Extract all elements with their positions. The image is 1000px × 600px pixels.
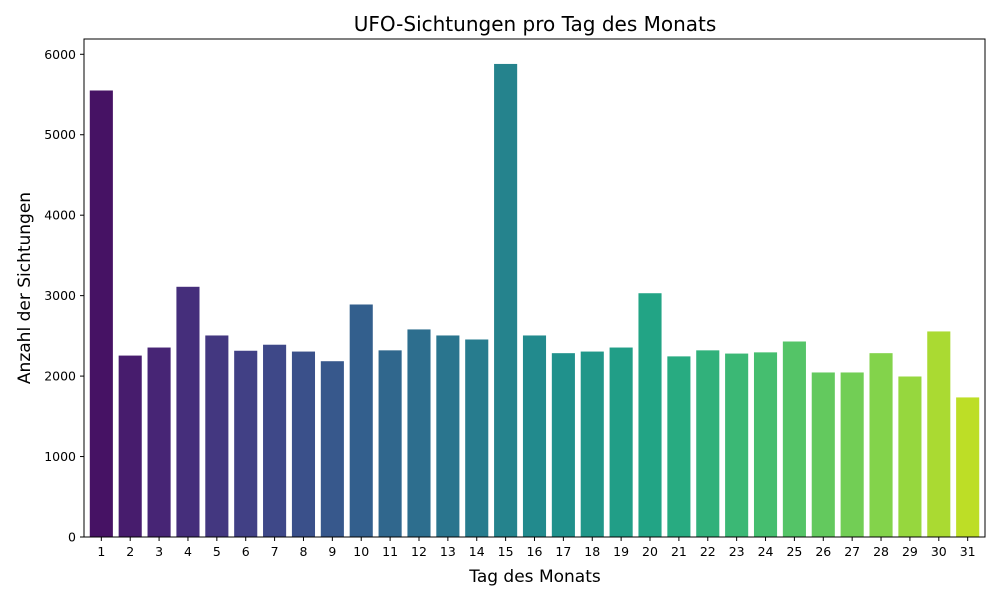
bar-day-13 — [436, 335, 460, 537]
bar-day-31 — [956, 397, 980, 537]
x-tick-label: 22 — [700, 544, 716, 559]
bar-day-3 — [147, 347, 171, 537]
bar-day-20 — [638, 293, 662, 537]
x-tick-label: 27 — [844, 544, 860, 559]
x-tick-label: 5 — [213, 544, 221, 559]
bar-day-27 — [840, 372, 864, 537]
x-tick-label: 14 — [469, 544, 485, 559]
y-tick-label: 1000 — [44, 449, 76, 464]
x-tick-label: 20 — [642, 544, 658, 559]
x-tick-label: 24 — [758, 544, 774, 559]
bar-day-28 — [869, 353, 893, 537]
x-tick-label: 21 — [671, 544, 687, 559]
x-axis-label: Tag des Monats — [468, 567, 601, 587]
bar-day-6 — [234, 350, 258, 537]
bar-day-22 — [696, 350, 720, 537]
bar-day-18 — [580, 351, 604, 537]
x-tick-label: 28 — [873, 544, 889, 559]
x-tick-label: 8 — [299, 544, 307, 559]
y-tick-label: 3000 — [44, 288, 76, 303]
x-tick-label: 31 — [960, 544, 976, 559]
y-tick-label: 5000 — [44, 127, 76, 142]
y-axis-ticks: 0 1000 2000 3000 4000 5000 6000 — [44, 47, 84, 545]
bar-day-29 — [898, 376, 922, 537]
x-tick-label: 29 — [902, 544, 918, 559]
y-tick-label: 4000 — [44, 208, 76, 223]
y-tick-label: 2000 — [44, 369, 76, 384]
y-tick-label: 0 — [68, 530, 76, 545]
bar-day-4 — [176, 286, 200, 537]
x-tick-label: 23 — [729, 544, 745, 559]
x-tick-label: 15 — [498, 544, 514, 559]
x-tick-label: 10 — [353, 544, 369, 559]
x-tick-label: 18 — [584, 544, 600, 559]
x-tick-label: 6 — [242, 544, 250, 559]
x-tick-label: 26 — [815, 544, 831, 559]
x-tick-label: 13 — [440, 544, 456, 559]
y-tick-label: 6000 — [44, 47, 76, 62]
bar-day-12 — [407, 329, 431, 537]
bars-group — [89, 63, 980, 538]
x-tick-label: 3 — [155, 544, 163, 559]
x-tick-label: 7 — [271, 544, 279, 559]
x-tick-label: 9 — [328, 544, 336, 559]
x-tick-label: 16 — [527, 544, 543, 559]
bar-day-25 — [782, 341, 806, 537]
x-tick-label: 17 — [555, 544, 571, 559]
x-tick-label: 11 — [382, 544, 398, 559]
bar-day-14 — [465, 339, 489, 537]
x-tick-label: 12 — [411, 544, 427, 559]
bar-day-5 — [205, 335, 229, 537]
x-tick-label: 30 — [931, 544, 947, 559]
bar-day-7 — [263, 344, 287, 537]
bar-day-11 — [378, 350, 402, 537]
bar-day-26 — [811, 372, 835, 537]
x-tick-label: 1 — [97, 544, 105, 559]
bar-day-2 — [118, 355, 142, 537]
x-tick-label: 4 — [184, 544, 192, 559]
bar-day-1 — [89, 90, 113, 538]
bar-day-10 — [349, 304, 373, 537]
bar-day-21 — [667, 356, 691, 537]
bar-day-15 — [494, 63, 518, 537]
x-tick-label: 25 — [786, 544, 802, 559]
bar-day-23 — [725, 353, 749, 537]
bar-day-9 — [320, 361, 344, 537]
x-tick-label: 19 — [613, 544, 629, 559]
y-axis-label: Anzahl der Sichtungen — [15, 192, 35, 384]
chart-title: UFO-Sichtungen pro Tag des Monats — [354, 12, 717, 36]
x-tick-label: 2 — [126, 544, 134, 559]
bar-day-24 — [753, 352, 778, 537]
bar-day-16 — [522, 335, 547, 537]
plot-frame — [83, 38, 986, 538]
x-axis-ticks: 1 2 3 4 5 6 7 8 9 10 11 12 13 14 15 16 17 18 19 20 21 22 23 24 2… — [97, 537, 976, 559]
bar-day-30 — [927, 331, 951, 537]
bar-day-8 — [291, 351, 316, 537]
bar-day-17 — [551, 353, 575, 537]
bar-day-19 — [609, 347, 633, 537]
